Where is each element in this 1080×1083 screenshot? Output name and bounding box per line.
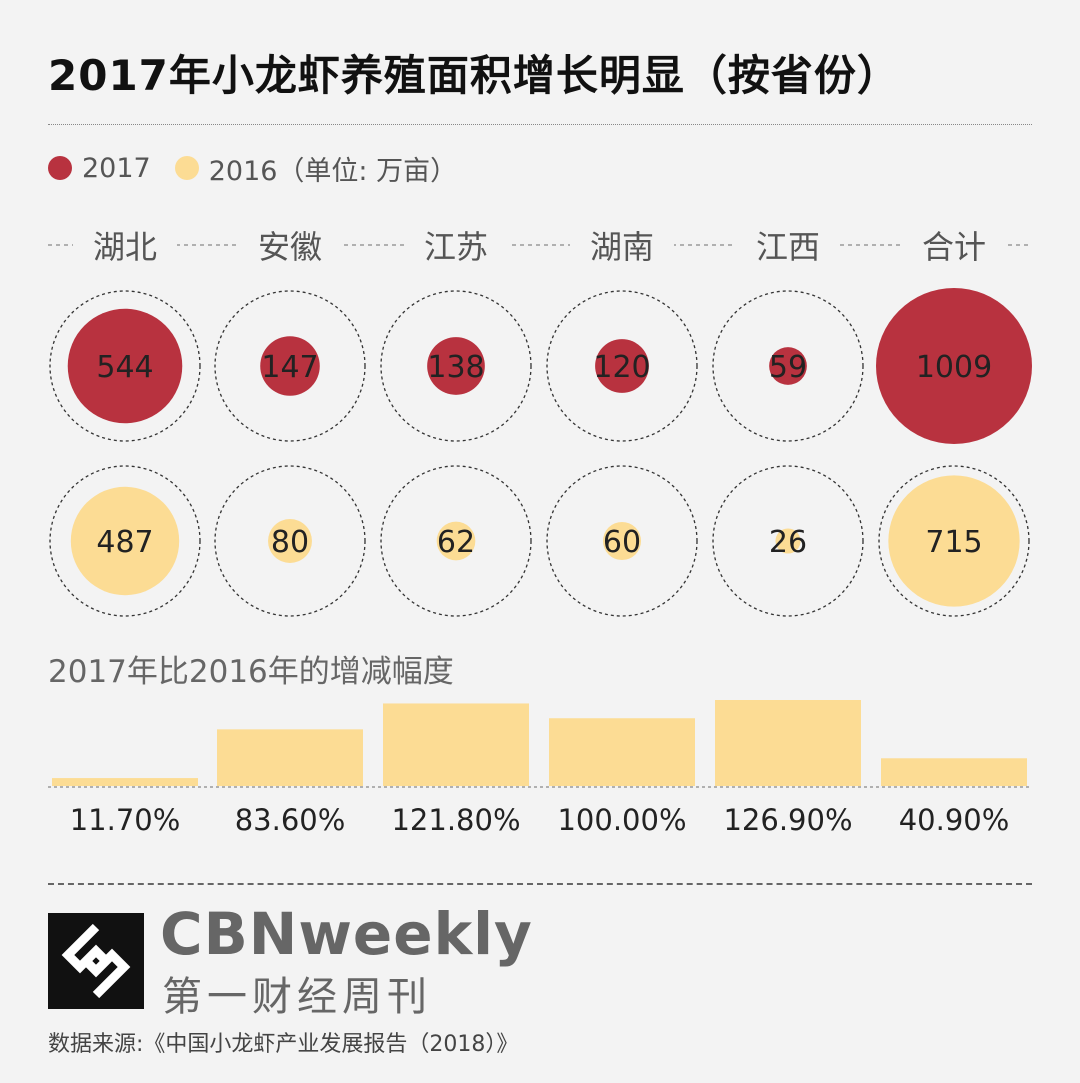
growth-bar-3 [383,703,529,786]
footer-divider [48,883,1032,885]
brand-logo-icon [61,923,131,999]
growth-label-5: 126.90% [723,803,852,837]
bubble-2016-3 [436,521,476,561]
bubble-label-2017-5: 59 [769,350,807,385]
bubble-label-2017-4: 120 [593,350,650,385]
bubble-2017-6 [876,288,1032,444]
growth-label-3: 121.80% [391,803,520,837]
growth-label-4: 100.00% [557,803,686,837]
bubble-outline [214,290,366,442]
category-label-4: 湖南 [590,228,654,266]
growth-bar-1 [52,778,198,786]
bubble-label-2017-2: 147 [261,350,318,385]
bubble-outline [712,465,864,617]
bubble-outline [546,290,698,442]
category-label-bg [570,224,674,266]
bar-chart-title: 2017年比2016年的增减幅度 [48,654,454,690]
brand-name-en: CBNweekly [160,900,533,968]
bubble-outline [214,465,366,617]
bubble-2016-4 [602,521,642,561]
growth-bar-2 [217,729,363,786]
category-label-3: 江苏 [424,228,488,266]
bubble-outline [49,290,201,442]
brand-logo [48,913,144,1009]
bubble-outline [712,290,864,442]
category-label-5: 江西 [756,228,820,266]
legend-label-2016: 2016（单位: 万亩） [208,155,458,187]
chart-title: 2017年小龙虾养殖面积增长明显（按省份） [48,51,900,100]
chart-canvas: 湖北 安徽 江苏 湖南 江西 合计 544 147 138 120 59 1009 487 80 62 60 2… [48,224,1032,837]
legend: 2017 2016（单位: 万亩） [48,150,458,187]
bubble-2017-4 [595,339,649,393]
bubble-2017-2 [260,336,320,396]
bubble-label-2016-1: 487 [96,525,153,560]
bubble-2016-1 [70,486,180,596]
brand-name-cn: 第一财经周刊 [162,974,432,1020]
bubble-label-2017-1: 544 [96,350,153,385]
bubble-2017-1 [67,308,183,424]
category-label-bg [736,224,840,266]
growth-label-2: 83.60% [235,803,346,837]
bubble-2016-2 [268,519,312,563]
growth-label-6: 40.90% [899,803,1010,837]
category-label-bg [902,224,1006,266]
bubble-2017-5 [769,347,807,385]
category-label-bg [73,224,177,266]
bubble-outline [49,465,201,617]
bubble-label-2017-6: 1009 [916,350,992,385]
bubble-label-2016-6: 715 [925,525,982,560]
category-label-1: 湖北 [93,228,157,266]
category-label-bg [404,224,508,266]
bubble-label-2016-3: 62 [437,525,475,560]
bubble-2016-5 [775,528,801,554]
legend-swatch-2017 [48,156,72,180]
legend-swatch-2016 [174,156,199,180]
bubble-outline [380,465,532,617]
bubble-outline [878,465,1030,617]
data-source: 数据来源:《中国小龙虾产业发展报告（2018）》 [48,1032,519,1057]
title-divider [48,124,1032,125]
bubble-outline [380,290,532,442]
legend-label-2017: 2017 [82,152,151,184]
bubble-label-2017-3: 138 [427,350,484,385]
bubble-outline [546,465,698,617]
bubble-2016-6 [888,475,1020,607]
bubble-label-2016-4: 60 [603,525,641,560]
growth-bar-5 [715,700,861,786]
growth-label-1: 11.70% [70,803,181,837]
category-label-6: 合计 [922,228,986,266]
growth-bar-4 [549,718,695,786]
bubble-2017-3 [427,337,485,395]
growth-bar-6 [881,758,1027,786]
category-label-2: 安徽 [258,228,322,266]
category-label-bg [238,224,342,266]
bubble-label-2016-2: 80 [271,525,309,560]
bubble-label-2016-5: 26 [769,525,807,560]
